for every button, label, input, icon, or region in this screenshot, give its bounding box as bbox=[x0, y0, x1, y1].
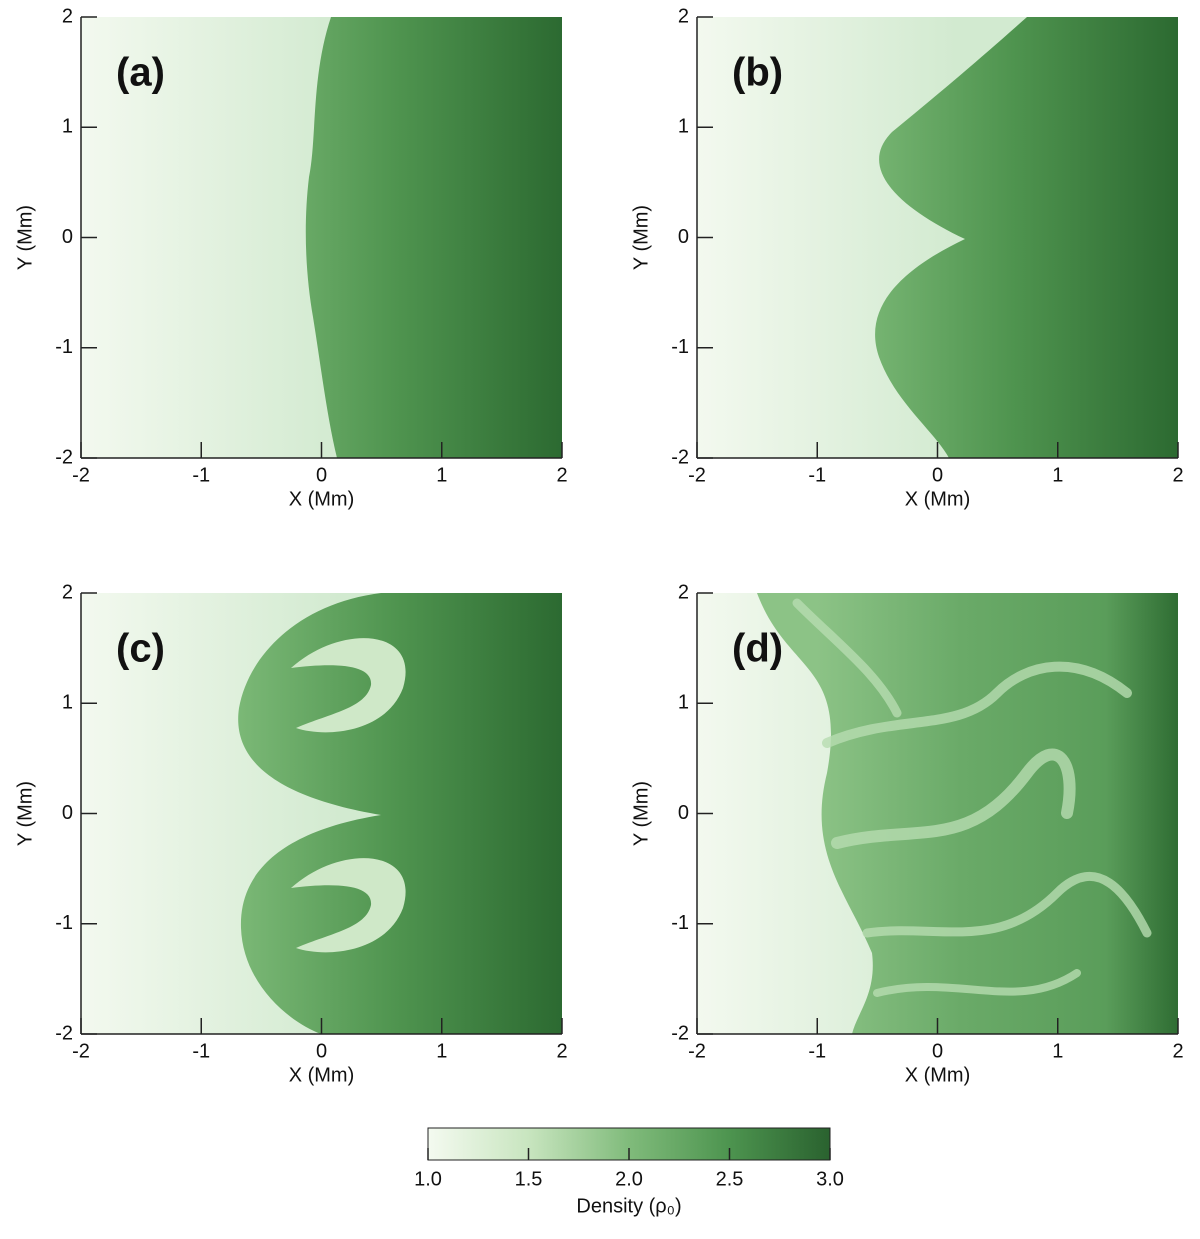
light-streak bbox=[792, 598, 902, 718]
y-tick-label: -1 bbox=[55, 912, 73, 934]
x-tick-label: 1 bbox=[1052, 464, 1063, 486]
y-tick-label: -2 bbox=[671, 446, 689, 468]
light-streak bbox=[862, 871, 1152, 938]
dense-region bbox=[757, 593, 1178, 1034]
y-tick-label: 1 bbox=[678, 116, 689, 138]
x-axis-label: X (Mm) bbox=[905, 1064, 971, 1086]
dense-region bbox=[305, 17, 562, 458]
light-streak bbox=[822, 661, 1132, 748]
colorbar-tick-label: 2.0 bbox=[615, 1168, 643, 1190]
y-axis-label: Y (Mm) bbox=[14, 205, 36, 270]
x-tick-label: 1 bbox=[1052, 1040, 1063, 1062]
density-map bbox=[81, 593, 562, 1034]
panel-label: (a) bbox=[116, 51, 165, 95]
y-tick-label: -2 bbox=[671, 1022, 689, 1044]
x-tick-label: -1 bbox=[192, 1040, 210, 1062]
y-axis-label: Y (Mm) bbox=[630, 205, 652, 270]
y-tick-label: 1 bbox=[62, 692, 73, 714]
y-tick-label: -1 bbox=[671, 912, 689, 934]
x-tick-label: 2 bbox=[556, 464, 567, 486]
density-map bbox=[81, 17, 562, 458]
x-tick-label: -1 bbox=[808, 1040, 826, 1062]
colorbar-tick-label: 2.5 bbox=[716, 1168, 744, 1190]
x-axis-label: X (Mm) bbox=[905, 488, 971, 510]
dense-region bbox=[875, 17, 1178, 458]
x-tick-label: -2 bbox=[72, 464, 90, 486]
y-axis-label: Y (Mm) bbox=[630, 781, 652, 846]
light-streak bbox=[873, 969, 1081, 997]
y-tick-label: -2 bbox=[55, 1022, 73, 1044]
colorbar-tick-label: 1.0 bbox=[414, 1168, 442, 1190]
colorbar-tick-label: 3.0 bbox=[816, 1168, 844, 1190]
light-tongue bbox=[291, 638, 406, 733]
x-tick-label: 1 bbox=[436, 464, 447, 486]
colorbar-tick-label: 1.5 bbox=[515, 1168, 543, 1190]
panel-label: (d) bbox=[732, 627, 783, 671]
x-tick-label: 1 bbox=[436, 1040, 447, 1062]
panel-label: (c) bbox=[116, 627, 165, 671]
y-tick-label: 0 bbox=[678, 802, 689, 824]
x-axis-label: X (Mm) bbox=[289, 1064, 355, 1086]
y-tick-label: 2 bbox=[62, 581, 73, 603]
y-tick-label: 2 bbox=[62, 5, 73, 27]
y-tick-label: 1 bbox=[62, 116, 73, 138]
x-tick-label: 2 bbox=[1172, 1040, 1183, 1062]
x-axis-label: X (Mm) bbox=[289, 488, 355, 510]
light-tongue bbox=[291, 858, 406, 953]
dense-region bbox=[238, 593, 562, 1034]
y-tick-label: 2 bbox=[678, 5, 689, 27]
x-tick-label: 2 bbox=[1172, 464, 1183, 486]
x-tick-label: 0 bbox=[932, 464, 943, 486]
y-tick-label: 1 bbox=[678, 692, 689, 714]
y-tick-label: 0 bbox=[62, 226, 73, 248]
x-tick-label: 0 bbox=[932, 1040, 943, 1062]
x-tick-label: 2 bbox=[556, 1040, 567, 1062]
colorbar-label: Density (ρ₀) bbox=[576, 1195, 681, 1217]
y-tick-label: -1 bbox=[55, 336, 73, 358]
y-tick-label: 2 bbox=[678, 581, 689, 603]
x-tick-label: -1 bbox=[808, 464, 826, 486]
x-tick-label: -2 bbox=[72, 1040, 90, 1062]
x-tick-label: 0 bbox=[316, 464, 327, 486]
light-streak bbox=[831, 748, 1076, 849]
panel-label: (b) bbox=[732, 51, 783, 95]
x-tick-label: -2 bbox=[688, 464, 706, 486]
x-tick-label: 0 bbox=[316, 1040, 327, 1062]
y-tick-label: -1 bbox=[671, 336, 689, 358]
y-axis-label: Y (Mm) bbox=[14, 781, 36, 846]
y-tick-label: 0 bbox=[62, 802, 73, 824]
density-map bbox=[697, 593, 1178, 1034]
y-tick-label: 0 bbox=[678, 226, 689, 248]
y-tick-label: -2 bbox=[55, 446, 73, 468]
x-tick-label: -2 bbox=[688, 1040, 706, 1062]
density-map bbox=[697, 17, 1178, 458]
x-tick-label: -1 bbox=[192, 464, 210, 486]
